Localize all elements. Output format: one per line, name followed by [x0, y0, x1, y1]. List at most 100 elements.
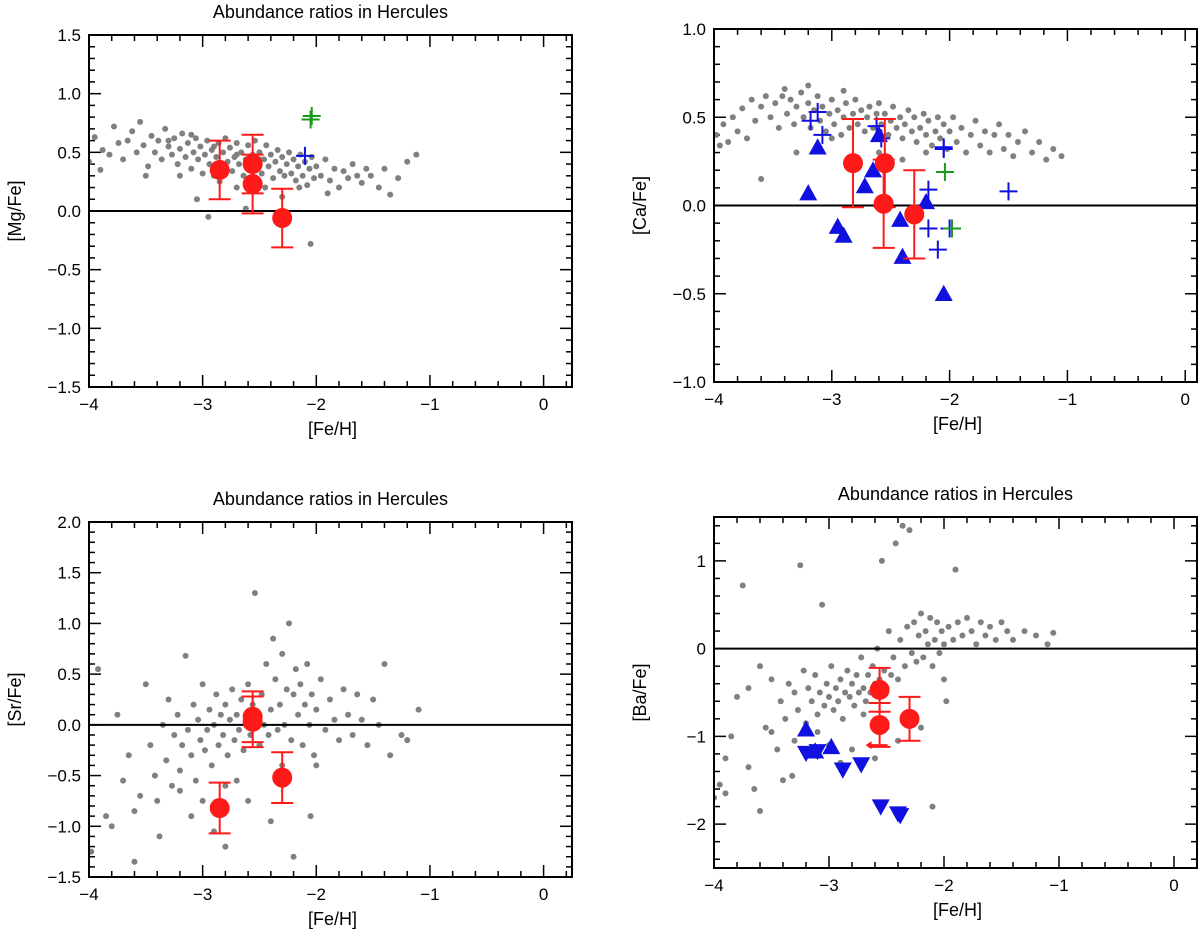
field-star-point	[349, 161, 356, 168]
x-tick-label: 0	[1180, 390, 1189, 409]
field-star-point	[830, 707, 837, 714]
field-star-point	[324, 190, 331, 197]
chart-title: Abundance ratios in Hercules	[213, 2, 448, 22]
hercules-marker	[874, 153, 895, 174]
field-star-point	[279, 650, 286, 657]
field-star-point	[238, 696, 245, 703]
blue-cross-point	[872, 129, 891, 148]
field-star-point	[728, 733, 735, 740]
field-star-point	[345, 711, 352, 718]
field-star-point	[304, 661, 311, 667]
field-star-point	[977, 142, 984, 149]
field-star-point	[114, 711, 121, 718]
field-star-point	[748, 96, 755, 103]
field-star-point	[155, 137, 162, 144]
field-star-point	[838, 131, 845, 138]
field-star-point	[272, 158, 279, 165]
field-star-point	[722, 755, 729, 762]
field-star-point	[866, 103, 873, 110]
hercules-marker	[272, 767, 293, 788]
field-star-point	[208, 762, 215, 769]
field-star-point	[267, 706, 274, 713]
triangle-up-point	[797, 720, 815, 737]
field-star-point	[286, 620, 293, 627]
y-tick-label: −0.5	[672, 285, 706, 304]
plot-frame	[713, 28, 1198, 383]
field-star-point	[958, 124, 965, 131]
green-cross-point	[302, 106, 321, 125]
field-star-point	[899, 156, 906, 163]
field-star-point	[304, 182, 311, 189]
field-star-point	[716, 142, 723, 149]
field-star-point	[798, 89, 805, 96]
field-star-point	[131, 858, 138, 865]
field-star-point	[941, 676, 947, 683]
field-star-point	[174, 711, 181, 718]
x-tick-label: −3	[822, 390, 841, 409]
field-star-point	[229, 686, 236, 693]
field-star-point	[95, 666, 102, 673]
triangle-down-point	[871, 799, 890, 816]
field-star-point	[340, 686, 347, 693]
field-star-point	[895, 737, 901, 744]
triangle-down-point	[797, 745, 815, 763]
field-star-point	[261, 156, 268, 163]
hercules-marker	[242, 711, 263, 732]
field-star-point	[920, 110, 927, 117]
field-star-point	[404, 737, 411, 744]
field-star-point	[950, 114, 957, 121]
field-star-point	[375, 184, 382, 191]
field-star-point	[188, 752, 195, 759]
field-star-point	[831, 121, 838, 128]
x-tick-label: −2	[307, 395, 326, 414]
field-star-point	[174, 161, 181, 168]
hercules-marker	[843, 153, 864, 174]
y-axis-label: [Mg/Fe]	[5, 180, 25, 241]
field-star-point	[791, 121, 798, 128]
field-star-point	[133, 149, 140, 156]
field-star-point	[779, 93, 786, 100]
field-star-point	[828, 135, 835, 142]
field-star-point	[125, 752, 132, 759]
field-star-point	[270, 175, 277, 182]
field-star-point	[929, 663, 936, 670]
field-star-point	[865, 671, 872, 678]
field-star-point	[1033, 632, 1039, 639]
panel-sr: Abundance ratios in Hercules −4 −3 −2 −1 0 −1.…	[5, 489, 573, 929]
field-star-point	[381, 661, 388, 667]
blue-cross-point	[919, 180, 938, 199]
hercules-star-point	[898, 695, 921, 742]
field-star-point	[395, 175, 402, 182]
field-star-point	[768, 728, 775, 735]
field-star-point	[828, 96, 835, 103]
field-star-point	[780, 777, 786, 784]
field-star-point	[822, 128, 829, 135]
hercules-marker	[242, 174, 263, 195]
x-tick-label: −3	[193, 885, 212, 904]
field-star-point	[897, 114, 904, 121]
field-star-point	[913, 658, 920, 665]
field-star-point	[745, 685, 752, 692]
field-star-point	[762, 93, 769, 100]
green-cross-point	[301, 110, 320, 129]
y-tick-label: 1.5	[57, 26, 81, 45]
field-star-point	[381, 165, 388, 172]
field-star-point	[757, 663, 763, 670]
field-star-point	[716, 781, 723, 788]
field-star-point	[258, 170, 265, 177]
field-star-point	[785, 680, 792, 687]
field-star-point	[729, 114, 736, 121]
hercules-star-point	[903, 169, 926, 260]
field-star-point	[311, 175, 318, 182]
x-tick-label: −1	[420, 885, 439, 904]
field-star-point	[295, 163, 302, 170]
field-star-point	[267, 151, 274, 158]
x-axis-label: [Fe/H]	[308, 419, 357, 439]
field-star-point	[142, 681, 149, 688]
field-star-point	[290, 691, 297, 698]
field-star-point	[307, 813, 314, 820]
field-star-point	[222, 843, 229, 850]
field-star-point	[263, 661, 270, 667]
x-tick-label: −3	[193, 395, 212, 414]
field-star-point	[913, 138, 920, 145]
